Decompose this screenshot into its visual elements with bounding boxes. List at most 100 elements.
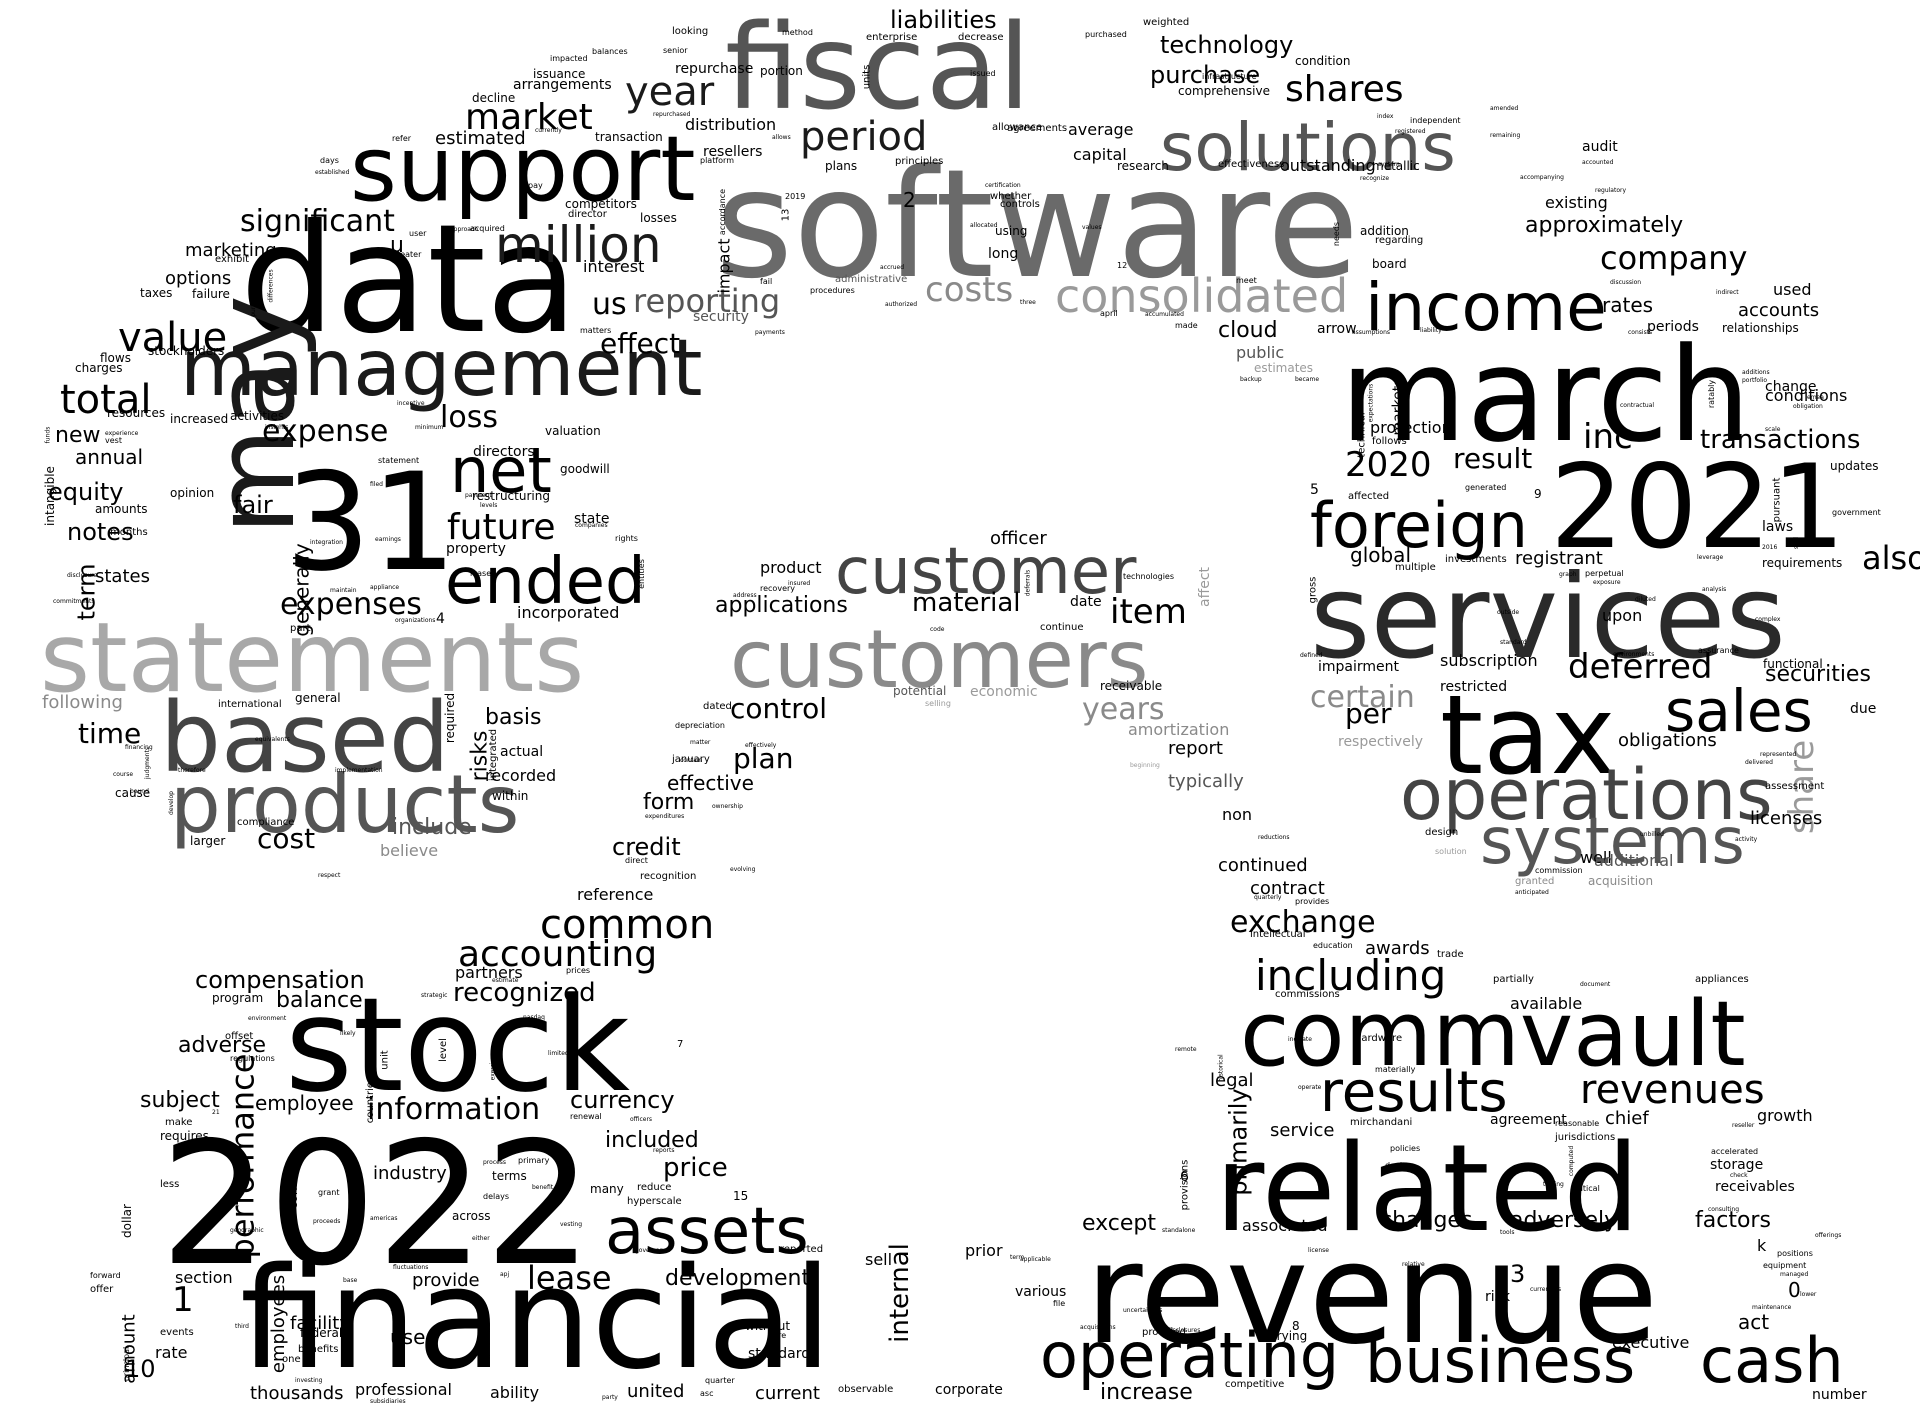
word-became: became	[1295, 376, 1320, 383]
word-assumptions: assumptions	[1352, 329, 1391, 336]
word-certification: certification	[985, 182, 1021, 189]
word-pay: pay	[528, 181, 543, 190]
word-current: current	[755, 1383, 820, 1404]
word-included: included	[605, 1128, 699, 1153]
word-form: form	[643, 790, 695, 815]
word-impact: impact	[714, 238, 734, 294]
word-competitors: competitors	[565, 197, 637, 211]
word-units: units	[861, 64, 873, 90]
word-historical: historical	[1217, 1054, 1225, 1082]
word-integration: integration	[310, 539, 343, 546]
word-federal: federal	[300, 1326, 343, 1340]
word-information: information	[367, 1092, 541, 1127]
word-decline: decline	[472, 91, 516, 105]
word-software: software	[715, 138, 1360, 312]
word-loss: loss	[440, 400, 498, 435]
word-expenditures: expenditures	[645, 813, 685, 820]
word-various: various	[1015, 1284, 1067, 1300]
word-financing: financing	[125, 744, 153, 751]
word-contract: contract	[1250, 878, 1325, 899]
word-direct: direct	[625, 856, 648, 865]
word-total: total	[60, 377, 152, 423]
word-distribution: distribution	[685, 115, 777, 134]
word-hardware: hardware	[1355, 1033, 1403, 1044]
word-follows: follows	[1372, 436, 1407, 447]
word-delivered: delivered	[1745, 759, 1773, 766]
word-operating: operating	[1040, 1319, 1340, 1392]
word-allowance: allowance	[992, 122, 1043, 133]
word-expense: expense	[262, 414, 389, 449]
word-officer: officer	[990, 528, 1047, 549]
word-asc: asc	[700, 1389, 714, 1398]
word-market: market	[465, 97, 593, 138]
word-ownership: ownership	[712, 803, 743, 810]
word-portion: portion	[760, 64, 803, 78]
word-one: one	[282, 1354, 301, 1365]
word-amounts: amounts	[95, 502, 148, 516]
word-purchase: purchase	[1150, 61, 1261, 89]
word-experience: experience	[105, 430, 139, 437]
word-partially: partially	[1493, 974, 1534, 985]
word-consulting: consulting	[1708, 1206, 1739, 1213]
word-increased: increased	[170, 412, 229, 426]
word-n1: 1	[172, 1280, 194, 1320]
word-well: well	[1580, 848, 1612, 867]
word-lease: lease	[527, 1259, 612, 1297]
word-ability: ability	[490, 1383, 540, 1402]
word-within: within	[492, 789, 529, 803]
word-actual: actual	[500, 744, 544, 760]
word-balance: balance	[276, 988, 363, 1013]
word-common: common	[540, 902, 715, 948]
word-million: million	[495, 216, 662, 274]
word-value: value	[118, 315, 228, 361]
word-indirect: indirect	[1716, 289, 1739, 296]
word-requires: requires	[160, 1129, 209, 1143]
word-issuance: issuance	[533, 67, 586, 81]
word-net: net	[450, 434, 552, 507]
word-arrow: arrow	[1317, 321, 1357, 337]
word-international: international	[218, 699, 282, 710]
word-contain: contain	[680, 757, 703, 764]
word-governance: governance	[635, 1247, 671, 1254]
word-capital: capital	[1073, 145, 1127, 164]
word-non: non	[1222, 805, 1253, 824]
word-goodwill: goodwill	[560, 462, 610, 476]
word-years: years	[1082, 692, 1165, 727]
word-delays: delays	[483, 1192, 510, 1201]
word-limited: limited	[548, 1050, 569, 1057]
word-obligation: obligation	[1793, 403, 1823, 410]
word-incentive: incentive	[397, 400, 425, 407]
word-partners: partners	[455, 963, 523, 982]
word-accounted: accounted	[1582, 159, 1614, 166]
word-directors: directors	[473, 444, 535, 460]
word-rate: rate	[155, 1343, 188, 1362]
word-restructuring: restructuring	[472, 489, 550, 503]
word-minimum: minimum	[415, 424, 444, 431]
word-method: method	[782, 28, 813, 37]
word-accumulated: accumulated	[1145, 311, 1184, 318]
word-subscription: subscription	[1440, 651, 1538, 670]
word-code: code	[930, 626, 945, 633]
word-implementation: implementation	[335, 767, 383, 774]
word-make: make	[165, 1117, 193, 1128]
word-mr: mr	[505, 1142, 517, 1151]
word-existing: existing	[1545, 193, 1608, 212]
word-additional: additional	[1594, 851, 1674, 870]
word-estimate: estimate	[492, 977, 519, 984]
word-n10: 10	[125, 1355, 156, 1383]
word-options: options	[165, 268, 232, 289]
word-additions: additions	[1742, 369, 1770, 376]
word-effective: effective	[667, 771, 754, 795]
word-fail: fail	[760, 277, 773, 286]
word-future: future	[447, 507, 556, 548]
word-statement: statement	[378, 456, 420, 465]
word-accompanying: accompanying	[1520, 174, 1564, 181]
word-recognized: recognized	[453, 978, 596, 1008]
word-operate: operate	[1298, 1084, 1322, 1091]
word-index: index	[1377, 113, 1394, 120]
word-data: data	[240, 193, 578, 367]
word-sell: sell	[865, 1250, 893, 1269]
word-many: many	[590, 1182, 624, 1196]
word-administrative: administrative	[835, 274, 908, 285]
word-valuation: valuation	[545, 424, 601, 438]
